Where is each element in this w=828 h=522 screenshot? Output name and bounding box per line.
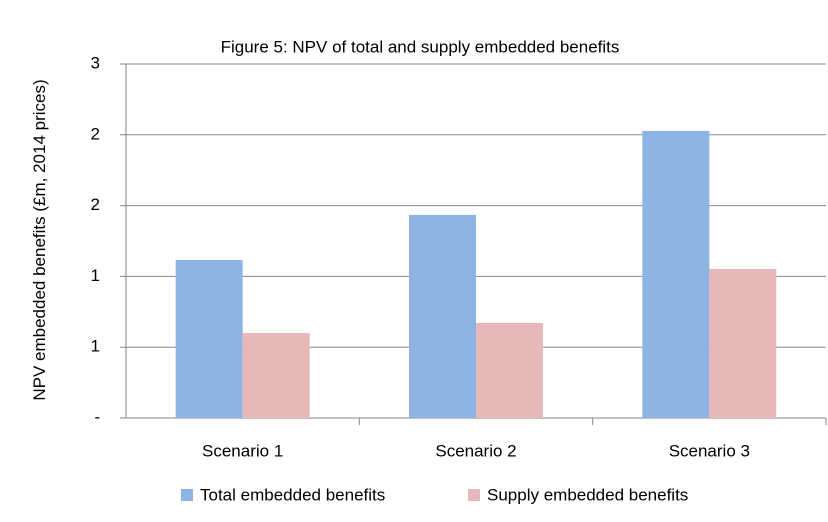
- y-tick-label: 2: [91, 124, 100, 143]
- y-tick-label: 3: [91, 53, 100, 72]
- y-axis-title: NPV embedded benefits (£m, 2014 prices): [30, 79, 49, 401]
- bar: [642, 130, 710, 418]
- bar: [709, 269, 777, 418]
- legend-label: Total embedded benefits: [200, 485, 385, 504]
- bar: [409, 214, 476, 418]
- legend-swatch: [181, 489, 193, 501]
- chart-title: Figure 5: NPV of total and supply embedd…: [221, 37, 620, 56]
- x-tick-label: Scenario 2: [435, 441, 516, 460]
- y-tick-label: 2: [91, 195, 100, 214]
- bar: [175, 259, 243, 418]
- y-tick-label: 1: [91, 337, 100, 356]
- legend-swatch: [468, 489, 480, 501]
- y-tick-label: -: [94, 407, 100, 426]
- legend-label: Supply embedded benefits: [487, 485, 688, 504]
- bar: [242, 333, 310, 418]
- bar: [476, 322, 543, 418]
- x-tick-label: Scenario 3: [669, 441, 750, 460]
- x-tick-label: Scenario 1: [202, 441, 283, 460]
- y-tick-label: 1: [91, 266, 100, 285]
